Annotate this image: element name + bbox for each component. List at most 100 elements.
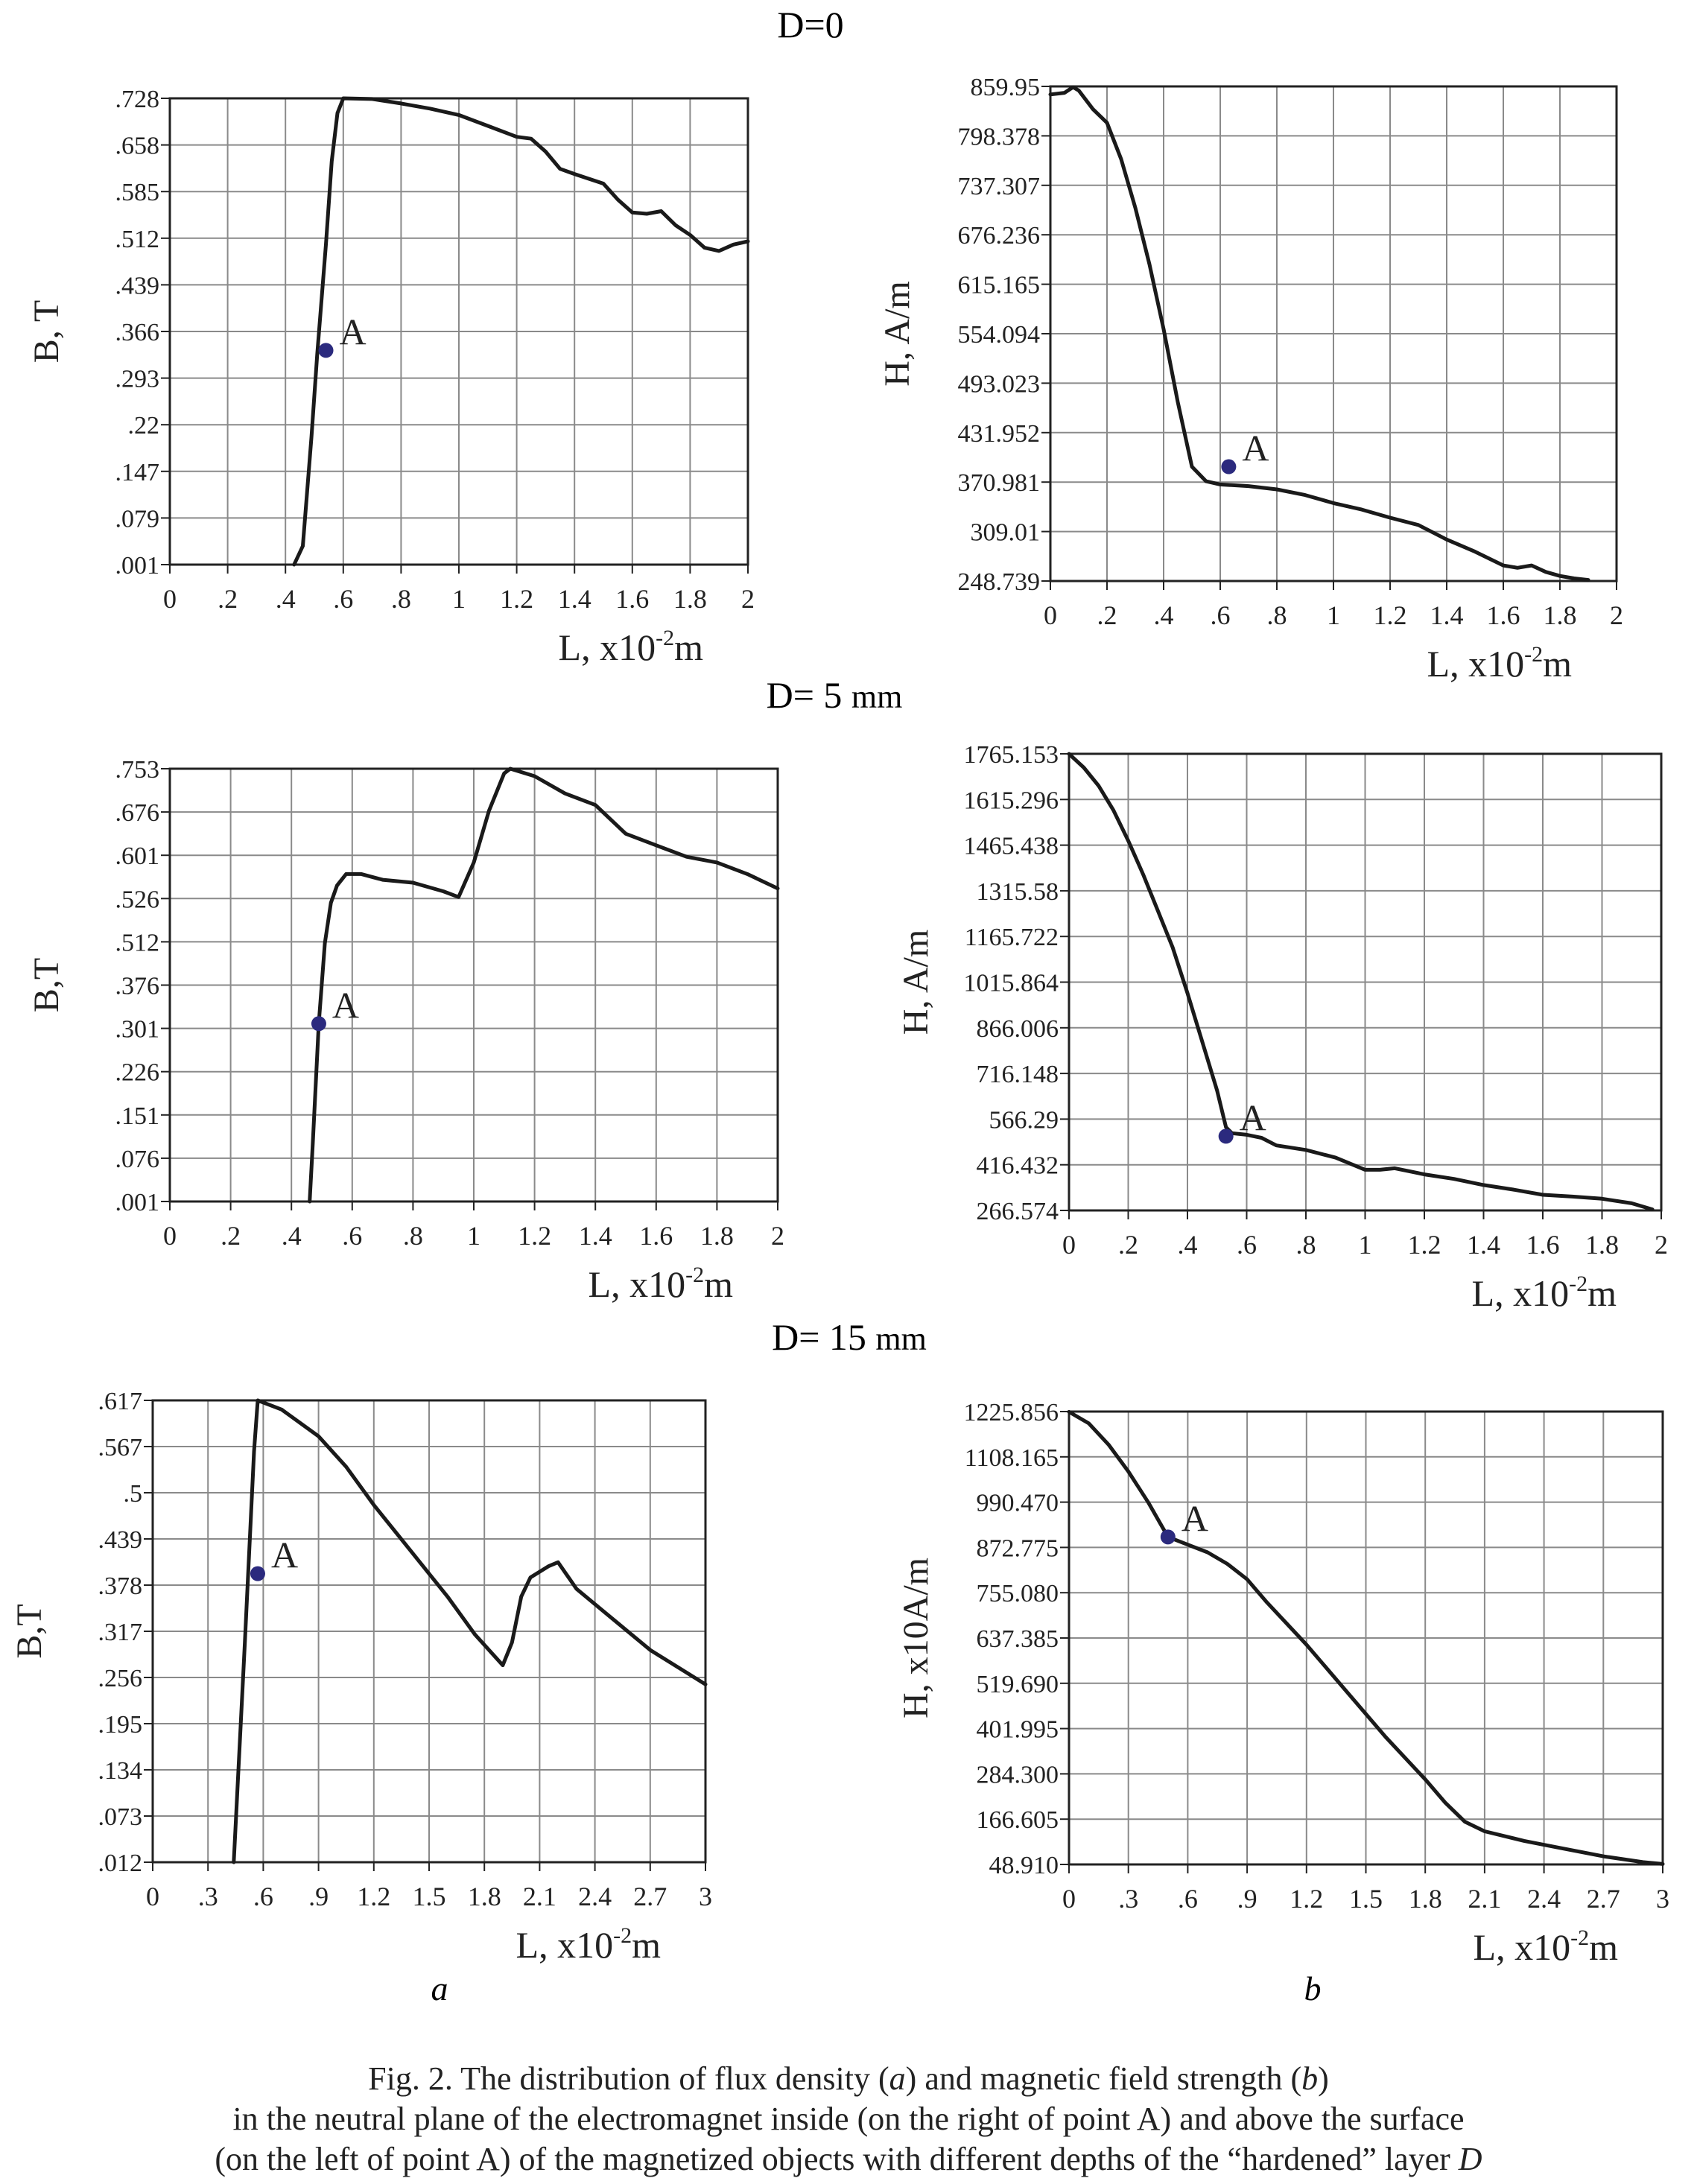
x-tick-label: 2.1 xyxy=(523,1882,556,1911)
section-label-d15: D= 15 mm xyxy=(772,1316,927,1358)
y-axis-label: B,T xyxy=(27,958,66,1012)
y-tick-label: 866.006 xyxy=(977,1015,1059,1043)
y-tick-label: .601 xyxy=(115,842,160,870)
x-tick-label: 0 xyxy=(1062,1230,1076,1260)
plot-frame xyxy=(1049,85,1618,582)
x-tick-label: .2 xyxy=(221,1221,241,1251)
y-tick-label: .439 xyxy=(115,272,160,299)
y-tick-label: 676.236 xyxy=(958,222,1041,250)
y-tick-label: 48.910 xyxy=(989,1852,1059,1879)
x-tick-label: 3 xyxy=(1656,1884,1669,1914)
y-tick-label: .134 xyxy=(98,1757,143,1785)
x-tick-label: .4 xyxy=(276,584,296,614)
y-tick-label: .293 xyxy=(115,366,160,393)
y-tick-label: .317 xyxy=(98,1619,143,1646)
x-tick-label: 1.4 xyxy=(558,584,591,614)
x-axis-label: L, x10-2m xyxy=(1427,642,1573,685)
x-tick-label: 1.6 xyxy=(639,1221,673,1251)
caption-line-2: in the neutral plane of the electromagne… xyxy=(232,2101,1465,2137)
x-tick-label: .4 xyxy=(1154,600,1174,630)
point-a-label: A xyxy=(1240,1096,1266,1138)
point-a-label: A xyxy=(340,311,367,352)
chart-d15-field-strength: 0 .3 .6 .9 1.2 1.5 1.8 2.1 2.4 2.7 3 1225.856 1108.1… xyxy=(896,1399,1669,1968)
y-tick-label: .001 xyxy=(115,552,160,580)
y-tick-label: .5 xyxy=(124,1480,143,1508)
x-tick-label: .8 xyxy=(1267,600,1287,630)
y-axis-label: B,T xyxy=(10,1604,49,1658)
y-tick-label: .378 xyxy=(98,1572,143,1600)
x-tick-label: 2 xyxy=(1655,1230,1668,1260)
section-label-d0: D=0 xyxy=(777,4,843,45)
chart-d15-flux-density: 0 .3 .6 .9 1.2 1.5 1.8 2.1 2.4 2.7 3 .617 .567 .5 .439… xyxy=(10,1388,712,1966)
y-tick-label: .512 xyxy=(115,929,160,956)
y-tick-label: 716.148 xyxy=(977,1061,1059,1088)
y-axis-label: H, x10A/m xyxy=(896,1558,936,1718)
y-tick-label: 284.300 xyxy=(977,1761,1059,1788)
y-tick-label: 1315.58 xyxy=(977,878,1059,906)
x-tick-label: .4 xyxy=(282,1221,302,1251)
y-tick-label: 166.605 xyxy=(977,1806,1059,1834)
y-tick-label: 248.739 xyxy=(958,568,1041,596)
y-tick-label: .512 xyxy=(115,226,160,253)
x-tick-label: 2 xyxy=(771,1221,784,1251)
data-curve xyxy=(1067,752,1655,1212)
y-tick-label: .195 xyxy=(98,1711,143,1739)
point-a-marker xyxy=(1221,459,1237,474)
point-a-label: A xyxy=(332,984,359,1026)
column-label-a: a xyxy=(431,1969,448,2007)
x-axis-label: L, x10-2m xyxy=(516,1923,662,1966)
y-tick-label: .22 xyxy=(128,412,160,439)
x-tick-label: 1.8 xyxy=(673,584,707,614)
data-curve xyxy=(232,1398,708,1864)
x-tick-label: .3 xyxy=(1118,1884,1138,1914)
x-tick-label: 1.2 xyxy=(518,1221,551,1251)
y-tick-label: 566.29 xyxy=(989,1106,1059,1134)
x-tick-label: .8 xyxy=(391,584,411,614)
x-tick-label: 1.5 xyxy=(1349,1884,1383,1914)
data-curve xyxy=(1048,85,1590,582)
x-tick-label: .8 xyxy=(403,1221,423,1251)
section-label-d5: D= 5 mm xyxy=(767,674,903,716)
y-tick-label: 872.775 xyxy=(977,1534,1059,1562)
point-a-marker xyxy=(311,1016,326,1032)
x-tick-label: 1.4 xyxy=(579,1221,612,1251)
y-tick-label: .526 xyxy=(115,886,160,913)
point-a-label: A xyxy=(1181,1497,1208,1539)
y-axis-label: H, A/m xyxy=(878,281,917,386)
plot-frame xyxy=(1068,1410,1664,1866)
y-tick-label: 416.432 xyxy=(977,1152,1059,1180)
y-tick-label: .151 xyxy=(115,1102,160,1130)
x-axis-label: L, x10-2m xyxy=(559,626,704,668)
y-axis-label: B, T xyxy=(27,300,66,363)
chart-d5-flux-density: 0 .2 .4 .6 .8 1 1.2 1.4 1.6 1.8 2 .753 .676 .601 .526.… xyxy=(27,756,784,1305)
x-tick-label: .9 xyxy=(1237,1884,1257,1914)
x-tick-label: 1.8 xyxy=(468,1882,501,1911)
x-tick-label: 0 xyxy=(163,1221,177,1251)
x-tick-label: 1.2 xyxy=(1374,600,1407,630)
point-a-label: A xyxy=(1242,428,1269,469)
chart-d0-flux-density: 0 .2 .4 .6 .8 1 1.2 1.4 1.6 1.8 2 .728 .658 .585 .512.… xyxy=(27,86,755,668)
y-tick-label: 990.470 xyxy=(977,1490,1059,1517)
y-tick-label: 1765.153 xyxy=(964,741,1059,769)
x-tick-label: .2 xyxy=(218,584,238,614)
x-tick-label: 1.5 xyxy=(413,1882,446,1911)
x-tick-label: 3 xyxy=(699,1882,712,1911)
y-tick-label: 309.01 xyxy=(971,519,1041,547)
x-axis-label: L, x10-2m xyxy=(589,1263,734,1305)
y-tick-label: .073 xyxy=(98,1803,143,1831)
y-tick-label: 755.080 xyxy=(977,1580,1059,1607)
x-tick-label: .6 xyxy=(1211,600,1231,630)
y-axis-label: H, A/m xyxy=(896,930,936,1035)
y-tick-label: 1015.864 xyxy=(964,970,1059,997)
y-tick-label: .439 xyxy=(98,1526,143,1554)
x-tick-label: 2.1 xyxy=(1468,1884,1501,1914)
x-tick-label: .6 xyxy=(342,1221,362,1251)
x-tick-label: 1.2 xyxy=(1408,1230,1441,1260)
chart-d0-field-strength: 0 .2 .4 .6 .8 1 1.2 1.4 1.6 1.8 2 859.95 798.378 737.… xyxy=(878,74,1623,685)
y-tick-label: 1225.856 xyxy=(964,1399,1059,1426)
point-a-marker xyxy=(1218,1128,1234,1144)
x-tick-label: 1.8 xyxy=(1585,1230,1619,1260)
data-curve xyxy=(308,766,780,1204)
y-tick-label: .012 xyxy=(98,1850,143,1877)
